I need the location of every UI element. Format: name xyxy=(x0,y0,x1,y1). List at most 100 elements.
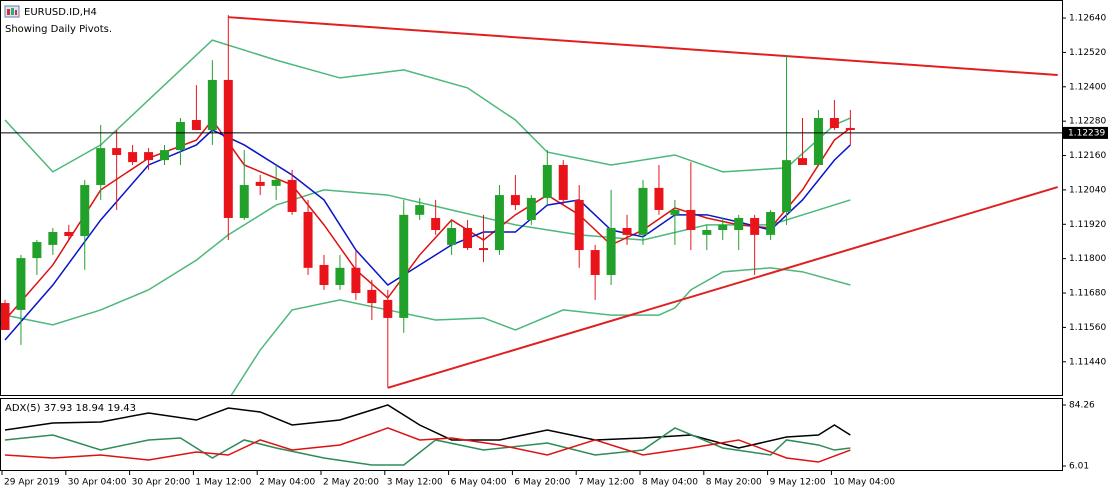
candle-body xyxy=(351,267,361,294)
candle-body xyxy=(48,232,58,245)
candle-body xyxy=(16,258,26,310)
y-tick-label: 1.12400 xyxy=(1069,82,1106,92)
y-tick-label: 1.11560 xyxy=(1069,323,1106,333)
indicator-tick-label: 84.26 xyxy=(1069,401,1095,411)
price-plot xyxy=(0,15,1058,395)
candle-body xyxy=(144,152,154,161)
candle-body xyxy=(750,217,760,235)
candle-body xyxy=(702,230,712,235)
indicator-tick-label: 6.01 xyxy=(1069,462,1089,472)
candle-body xyxy=(335,267,345,286)
overlay-line xyxy=(4,39,851,173)
indicator-line xyxy=(4,404,851,449)
candle-body xyxy=(223,79,233,218)
y-tick-label: 1.11920 xyxy=(1069,220,1106,230)
y-tick-label: 1.11440 xyxy=(1069,357,1106,367)
candle-body xyxy=(542,164,552,198)
candle-body xyxy=(798,158,807,165)
candle-body xyxy=(813,118,823,165)
candle-body xyxy=(255,181,265,186)
x-tick-label: 3 May 12:00 xyxy=(387,478,443,488)
candle-body xyxy=(367,289,377,304)
x-tick-label: 7 May 12:00 xyxy=(578,478,634,488)
candle-body xyxy=(718,224,728,231)
candle-body xyxy=(303,211,313,268)
overlay-line xyxy=(387,186,1058,389)
y-tick-label: 1.12160 xyxy=(1069,151,1106,161)
candle-body xyxy=(574,199,584,251)
candle-body xyxy=(845,128,855,131)
candle-body xyxy=(654,187,664,210)
candle-body xyxy=(80,185,90,237)
candle-body xyxy=(207,79,217,131)
overlay-line xyxy=(4,189,851,326)
candle-body xyxy=(766,211,776,235)
candle-body xyxy=(431,217,441,231)
symbol-icon xyxy=(4,5,20,18)
candle-body xyxy=(191,120,201,131)
candle-body xyxy=(479,248,488,251)
candle-body xyxy=(383,299,393,318)
indicator-plot xyxy=(4,404,851,466)
x-tick-label: 10 May 04:00 xyxy=(833,478,895,488)
y-tick-label: 1.12040 xyxy=(1069,185,1106,195)
x-tick-label: 30 Apr 04:00 xyxy=(68,478,127,488)
y-tick-label: 1.12280 xyxy=(1069,117,1106,127)
candle-body xyxy=(670,209,680,215)
x-tick-label: 8 May 20:00 xyxy=(706,478,762,488)
candle-body xyxy=(463,228,473,249)
candle-body xyxy=(32,242,42,259)
x-tick-label: 9 May 12:00 xyxy=(770,478,826,488)
candle-body xyxy=(782,160,792,212)
chart-title: EURUSD.ID,H4 xyxy=(24,7,97,18)
x-tick-label: 30 Apr 20:00 xyxy=(132,478,191,488)
candle-body xyxy=(415,205,425,215)
candle-body xyxy=(96,148,106,186)
candle-body xyxy=(64,232,74,237)
indicator-line xyxy=(4,427,851,466)
candle-body xyxy=(510,195,520,206)
x-tick-label: 29 Apr 2019 xyxy=(4,478,60,488)
candle-body xyxy=(734,217,744,231)
x-tick-label: 6 May 04:00 xyxy=(451,478,507,488)
price-frame xyxy=(0,0,1063,396)
candle-body xyxy=(606,228,616,275)
candle-body xyxy=(622,228,632,235)
y-tick-label: 1.12640 xyxy=(1069,14,1106,24)
candle-body xyxy=(271,179,281,186)
candle-body xyxy=(160,150,169,161)
candle-body xyxy=(590,250,600,275)
indicator-label: ADX(5) 37.93 18.94 19.43 xyxy=(5,403,136,414)
x-tick-label: 2 May 20:00 xyxy=(323,478,379,488)
y-tick-label: 1.12520 xyxy=(1069,48,1106,58)
x-tick-label: 1 May 12:00 xyxy=(195,478,251,488)
y-tick-label: 1.11800 xyxy=(1069,254,1106,264)
candle-body xyxy=(287,179,297,212)
y-tick-label: 1.11680 xyxy=(1069,289,1106,299)
candle-body xyxy=(829,118,839,129)
candle-body xyxy=(239,185,249,218)
candle-body xyxy=(319,264,329,286)
candle-body xyxy=(112,148,122,155)
subtitle: Showing Daily Pivots. xyxy=(5,24,112,35)
candle-body xyxy=(558,164,568,200)
x-tick-label: 8 May 04:00 xyxy=(642,478,698,488)
candle-body xyxy=(686,209,696,231)
current-price-label: 1.12239 xyxy=(1068,128,1105,138)
candle-body xyxy=(494,195,504,251)
candle-body xyxy=(447,228,457,245)
indicator-frame xyxy=(0,398,1063,471)
overlay-line xyxy=(228,16,1058,77)
x-tick-label: 6 May 20:00 xyxy=(514,478,570,488)
indicator-line xyxy=(4,427,851,463)
candle-body xyxy=(399,214,409,318)
candle-body xyxy=(526,197,536,220)
candle-body xyxy=(638,187,648,235)
candle-body xyxy=(128,152,138,163)
x-tick-label: 2 May 04:00 xyxy=(259,478,315,488)
current-price-box xyxy=(1063,126,1108,139)
candle-body xyxy=(175,122,185,151)
